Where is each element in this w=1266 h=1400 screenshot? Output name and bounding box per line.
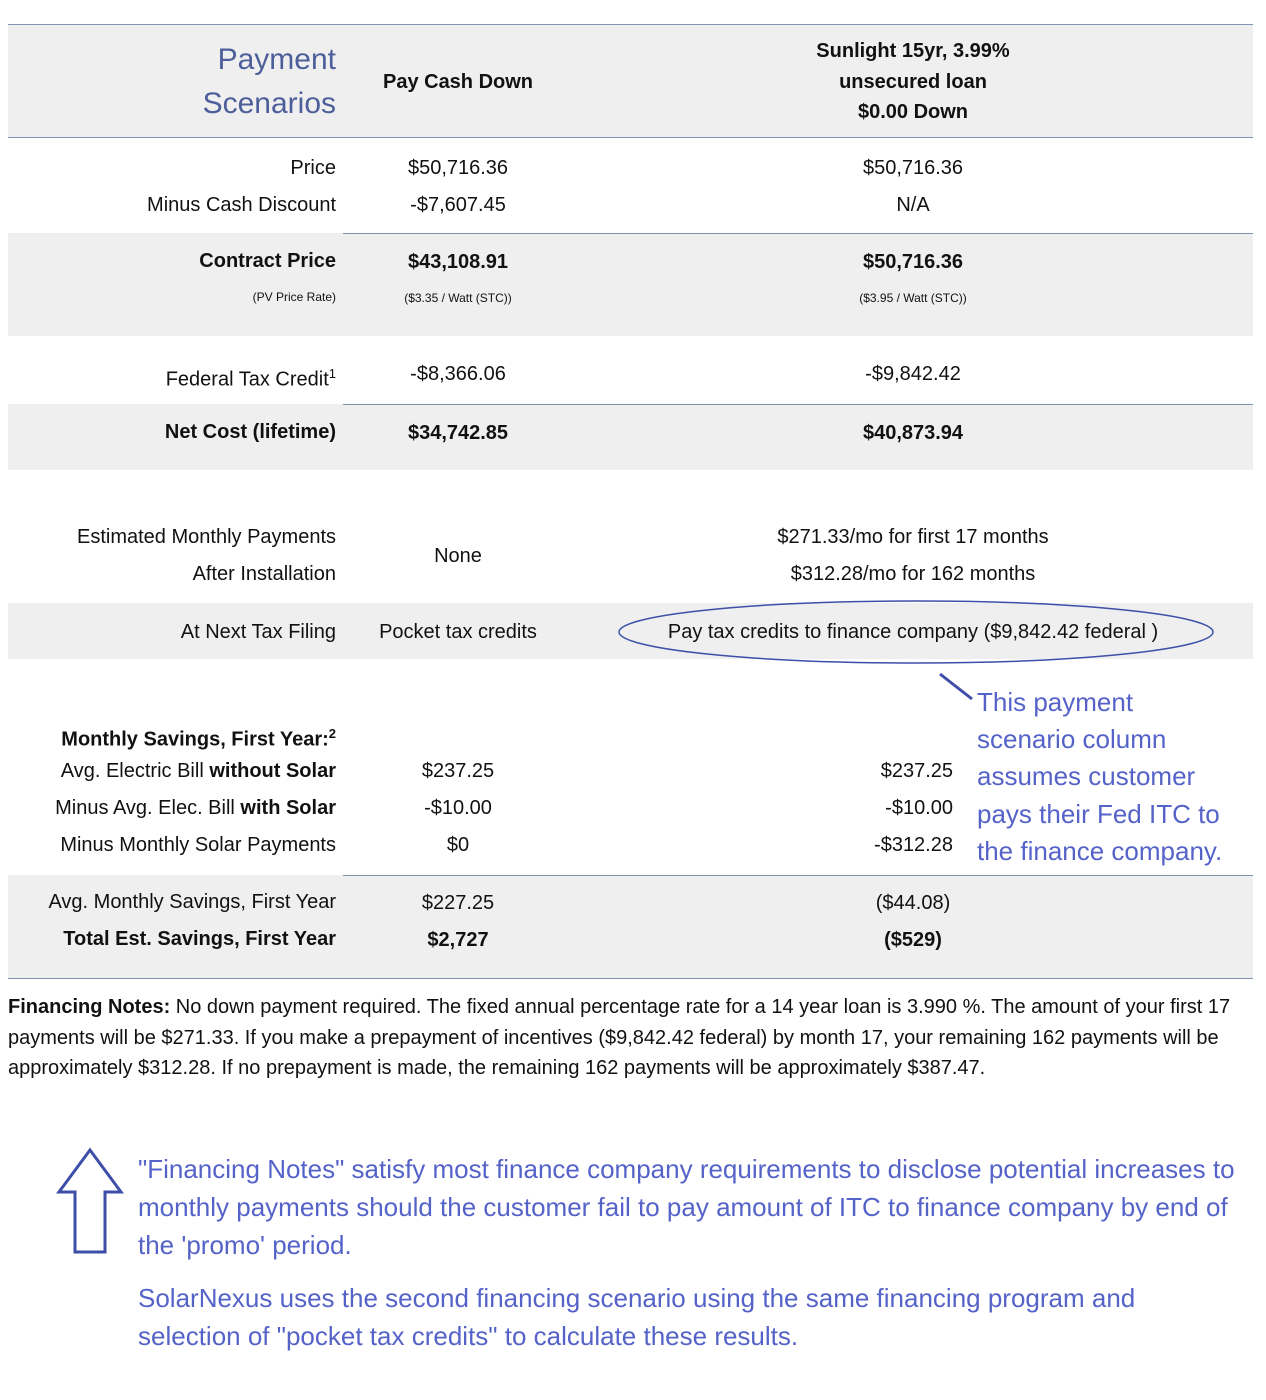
cash-value: None bbox=[434, 545, 482, 567]
row-label: Net Cost (lifetime) bbox=[164, 421, 336, 443]
row-label: Avg. Monthly Savings, First Year bbox=[48, 891, 336, 913]
row-label: Avg. Electric Bill without Solar bbox=[61, 759, 336, 783]
loan-value: $40,873.94 bbox=[862, 422, 964, 444]
footnote-mark: 2 bbox=[328, 726, 336, 741]
callout: "Financing Notes" satisfy most finance c… bbox=[138, 1154, 1235, 1260]
label-emphasis: without Solar bbox=[209, 760, 336, 782]
row-label: At Next Tax Filing bbox=[180, 621, 336, 643]
cash-subvalue: ($3.35 / Watt (STC)) bbox=[404, 291, 512, 305]
loan-value: ($44.08) bbox=[875, 892, 951, 914]
footnote-mark: 1 bbox=[328, 366, 336, 381]
loan-subvalue: ($3.95 / Watt (STC)) bbox=[859, 291, 967, 305]
cash-value: $2,727 bbox=[427, 929, 489, 951]
highlight-ellipse bbox=[618, 600, 1214, 664]
loan-value: Pay tax credits to finance company ($9,8… bbox=[667, 621, 1159, 643]
loan-value: -$10.00 bbox=[885, 797, 953, 819]
callout: SolarNexus uses the second financing sce… bbox=[138, 1283, 1136, 1351]
rule bbox=[8, 978, 1253, 979]
row-band bbox=[8, 875, 1253, 978]
rule bbox=[8, 24, 1253, 25]
annotation-line: the finance company. bbox=[977, 835, 1223, 866]
cash-value: -$8,366.06 bbox=[410, 363, 506, 385]
section-label: Monthly Savings, First Year:2 bbox=[61, 722, 336, 752]
cash-value: $43,108.91 bbox=[407, 251, 509, 273]
cash-value: $50,716.36 bbox=[407, 157, 509, 179]
cash-value: $34,742.85 bbox=[407, 422, 509, 444]
row-band bbox=[8, 603, 1253, 659]
row-label: Minus Cash Discount bbox=[147, 194, 336, 216]
loan-value: ($529) bbox=[884, 929, 942, 951]
label-text: Monthly Savings, First Year: bbox=[61, 728, 329, 751]
label-text: Avg. Electric Bill bbox=[60, 760, 204, 782]
rule bbox=[8, 137, 1253, 138]
notes-text: No down payment required. The fixed annu… bbox=[8, 996, 1231, 1079]
up-arrow bbox=[56, 1147, 124, 1254]
cash-value: $227.25 bbox=[421, 892, 495, 914]
row-label: Price bbox=[290, 157, 336, 179]
row-label: Total Est. Savings, First Year bbox=[63, 928, 336, 950]
rule bbox=[343, 875, 1253, 876]
row-sublabel: (PV Price Rate) bbox=[252, 290, 336, 304]
cash-value: $237.25 bbox=[421, 760, 495, 782]
rule bbox=[343, 404, 1253, 405]
loan-value: $312.28/mo for 162 months bbox=[790, 563, 1036, 585]
column-header: Sunlight 15yr, 3.99% bbox=[816, 40, 1010, 62]
annotation-line: pays their Fed ITC to bbox=[977, 798, 1220, 829]
cash-value: Pocket tax credits bbox=[379, 621, 537, 643]
pointer-line bbox=[939, 672, 973, 701]
row-label: Contract Price bbox=[199, 250, 336, 272]
loan-value: $271.33/mo for first 17 months bbox=[777, 526, 1049, 548]
label-text: Minus Avg. Elec. Bill bbox=[55, 797, 235, 819]
row-label: Estimated Monthly Payments bbox=[77, 526, 336, 548]
row-label: After Installation bbox=[192, 563, 336, 585]
loan-value: -$9,842.42 bbox=[865, 363, 961, 385]
rule bbox=[343, 233, 1253, 234]
loan-value: N/A bbox=[896, 194, 930, 216]
loan-value: $50,716.36 bbox=[862, 251, 964, 273]
header-band bbox=[8, 25, 1253, 137]
row-label: Minus Avg. Elec. Bill with Solar bbox=[55, 796, 336, 820]
row-label: Federal Tax Credit1 bbox=[166, 362, 336, 392]
annotation-line: assumes customer bbox=[977, 761, 1196, 792]
header-title: Payment Scenarios bbox=[202, 43, 336, 120]
loan-value: -$312.28 bbox=[874, 834, 953, 856]
label-emphasis: with Solar bbox=[240, 797, 336, 819]
column-header: Pay Cash Down bbox=[382, 71, 534, 93]
annotation-line: scenario column bbox=[977, 724, 1167, 755]
column-header: unsecured loan bbox=[839, 71, 987, 93]
loan-value: $50,716.36 bbox=[862, 157, 964, 179]
financing-notes: Financing Notes: No down payment require… bbox=[8, 992, 1256, 1084]
cash-value: $0 bbox=[446, 834, 470, 856]
label-text: Federal Tax Credit bbox=[165, 368, 329, 391]
row-band bbox=[8, 233, 1253, 336]
row-band bbox=[8, 404, 1253, 470]
cash-value: -$7,607.45 bbox=[410, 194, 506, 216]
notes-label: Financing Notes: bbox=[8, 996, 171, 1018]
row-label: Minus Monthly Solar Payments bbox=[60, 834, 336, 856]
column-header: $0.00 Down bbox=[857, 101, 969, 123]
cash-value: -$10.00 bbox=[424, 797, 492, 819]
annotation-line: This payment bbox=[977, 687, 1134, 717]
loan-value: $237.25 bbox=[880, 760, 953, 782]
